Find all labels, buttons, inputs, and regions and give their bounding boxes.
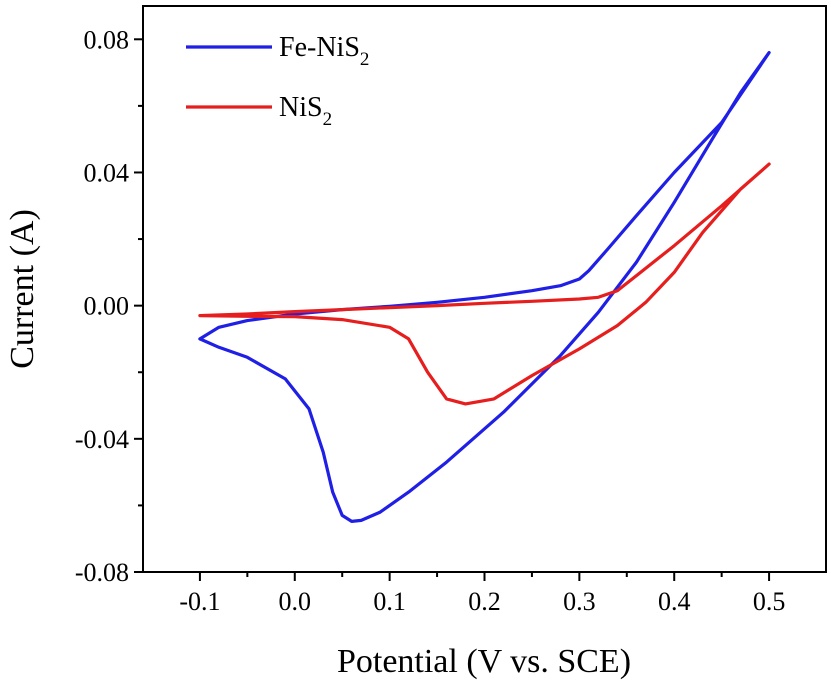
y-tick-label: -0.08 — [75, 558, 129, 587]
x-tick-label: 0.2 — [468, 587, 501, 616]
plot-layer — [198, 51, 771, 523]
y-axis-label: Current (A) — [4, 209, 41, 369]
x-tick-label: -0.1 — [179, 587, 220, 616]
x-tick-label: 0.4 — [658, 587, 691, 616]
x-axis-label: Potential (V vs. SCE) — [337, 643, 631, 680]
series-line-nis2 — [198, 162, 771, 406]
x-tick-label: 0.5 — [753, 587, 786, 616]
x-tick-label: 0.1 — [373, 587, 406, 616]
y-tick-label: 0.08 — [84, 25, 130, 54]
series-line-fe-nis2 — [198, 51, 771, 523]
legend-label: Fe-NiS2 — [279, 32, 369, 70]
y-tick-label: 0.04 — [84, 158, 130, 187]
legend: Fe-NiS2 NiS2 — [186, 32, 369, 130]
plot-frame — [142, 5, 827, 573]
y-tick-label: -0.04 — [75, 425, 129, 454]
x-tick-label: 0.3 — [563, 587, 596, 616]
y-tick-label: 0.00 — [84, 292, 130, 321]
axes-layer: -0.1 0.0 0.1 0.2 0.3 0.4 0.5 -0.08 -0.04 0.00 0.04… — [75, 25, 786, 616]
legend-label: NiS2 — [279, 92, 332, 130]
x-tick-label: 0.0 — [279, 587, 312, 616]
